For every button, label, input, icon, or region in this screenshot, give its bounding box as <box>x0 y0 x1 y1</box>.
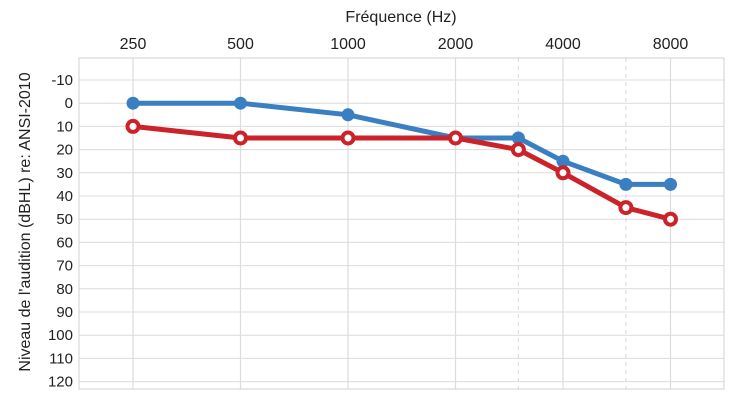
y-axis-title: Niveau de l'audition (dBHL) re: ANSI-201… <box>17 72 34 371</box>
data-point-blue <box>341 108 355 122</box>
series-red <box>125 118 678 227</box>
x-tick-label: 8000 <box>653 36 689 53</box>
x-tick-label: 500 <box>227 36 254 53</box>
data-point-red <box>555 165 571 181</box>
data-point-blue <box>126 96 140 110</box>
x-axis-title: Fréquence (Hz) <box>345 9 456 26</box>
y-tick-label: 30 <box>56 165 73 182</box>
y-tick-label: 70 <box>56 258 73 275</box>
x-tick-label: 4000 <box>545 36 581 53</box>
data-point-red <box>663 211 678 227</box>
series-group <box>125 96 678 227</box>
y-tick-label: 40 <box>56 188 73 205</box>
x-tick-label: 2000 <box>438 36 474 53</box>
y-tick-label: -10 <box>51 72 73 89</box>
series-line-red <box>130 123 673 222</box>
y-tick-label: 80 <box>56 281 73 298</box>
y-tick-label: 90 <box>56 304 73 321</box>
data-point-blue <box>556 154 570 168</box>
y-tick-label: 60 <box>56 234 73 251</box>
y-tick-label: 20 <box>56 142 73 159</box>
data-point-blue <box>664 177 677 191</box>
data-point-blue <box>234 96 247 110</box>
data-point-red <box>125 118 141 134</box>
grid <box>79 58 724 389</box>
series-blue <box>126 96 677 191</box>
data-point-red <box>510 142 526 158</box>
data-point-red <box>340 130 356 146</box>
x-tick-label: 1000 <box>330 36 366 53</box>
y-tick-labels: -10 0 10 20 30 40 50 60 70 80 90 100 110 120 <box>48 72 73 391</box>
y-tick-label: 120 <box>48 374 73 391</box>
series-line-blue <box>130 100 673 187</box>
plot-frame <box>78 57 725 390</box>
data-point-blue <box>511 131 525 145</box>
data-point-red <box>618 200 634 216</box>
y-tick-label: 110 <box>49 350 73 367</box>
y-tick-label: 100 <box>48 327 73 344</box>
data-point-blue <box>619 177 633 191</box>
y-tick-label: 0 <box>65 95 73 112</box>
y-tick-label: 10 <box>56 118 73 135</box>
x-tick-label: 250 <box>120 36 147 53</box>
x-tick-labels: 250 500 1000 2000 4000 8000 <box>120 36 689 53</box>
data-point-red <box>233 130 248 146</box>
data-point-red <box>448 130 463 146</box>
y-tick-label: 50 <box>56 211 73 228</box>
